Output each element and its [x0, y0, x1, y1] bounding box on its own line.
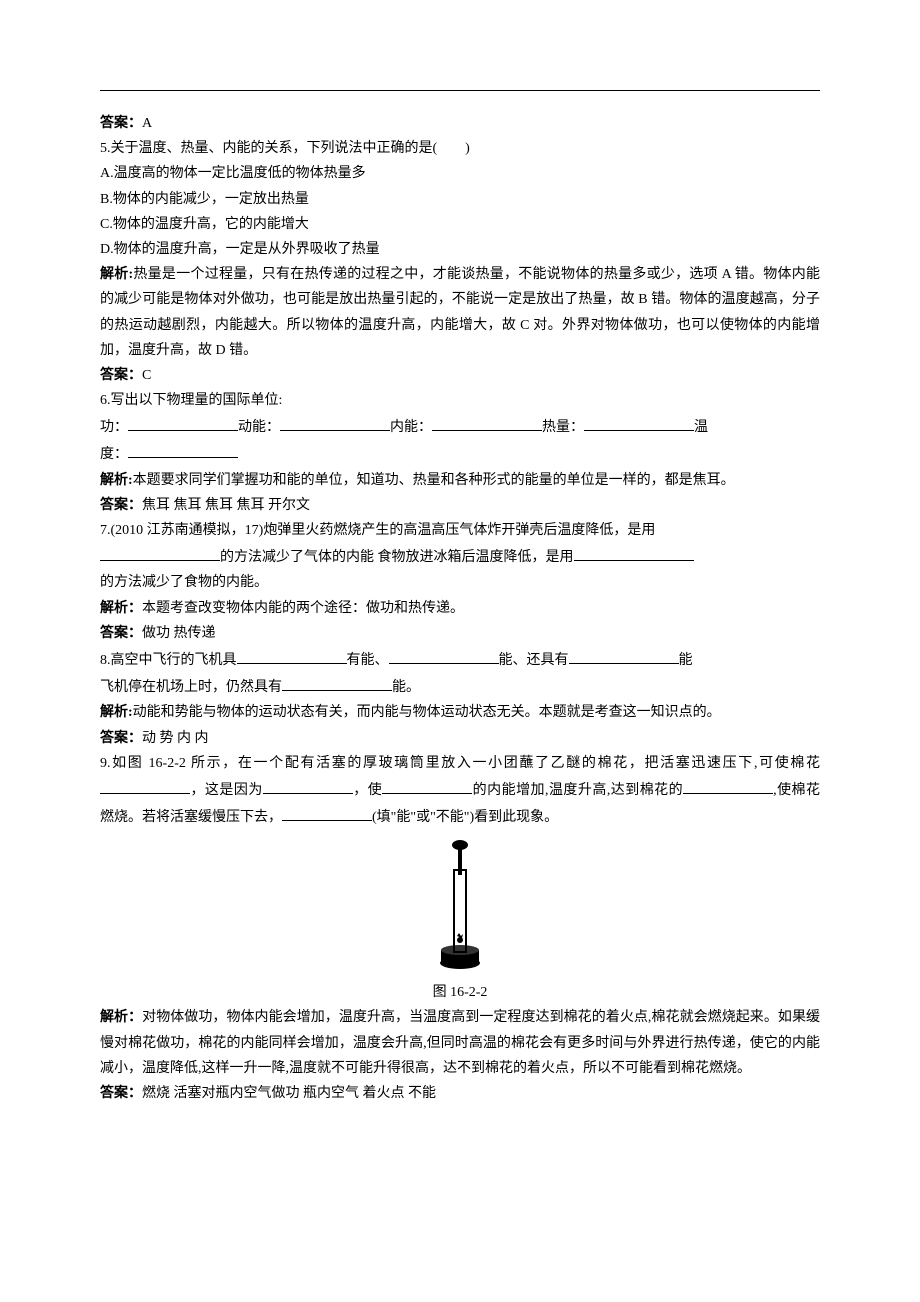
- q4-answer: 答案：A: [100, 111, 820, 136]
- q9-blank-4: [683, 776, 773, 794]
- q8-s6: 能。: [392, 680, 420, 695]
- q5-analysis-text: 热量是一个过程量，只有在热传递的过程之中，才能谈热量，不能说物体的热量多或少，选…: [100, 267, 820, 358]
- q8-stem-line2: 飞机停在机场上时，仍然具有 能。: [100, 673, 820, 700]
- q8-blank-4: [282, 673, 392, 691]
- q7-blank-2: [574, 543, 694, 561]
- q6-blank-1: [128, 413, 238, 431]
- q6-answer: 答案：焦耳 焦耳 焦耳 焦耳 开尔文: [100, 493, 820, 518]
- q7-analysis: 解析：本题考查改变物体内能的两个途径：做功和热传递。: [100, 596, 820, 621]
- q8-s1: 8.高空中飞行的飞机具: [100, 653, 237, 668]
- q8-stem-line1: 8.高空中飞行的飞机具 有能、 能、还具有 能: [100, 646, 820, 673]
- q7-answer-text: 做功 热传递: [142, 626, 216, 641]
- q8-s4: 能: [679, 653, 693, 668]
- q8-answer-text: 动 势 内 内: [142, 731, 209, 746]
- q5-answer-text: C: [142, 368, 151, 383]
- q7-stem-line3: 的方法减少了食物的内能。: [100, 570, 820, 595]
- q9-blank-5: [282, 803, 372, 821]
- q8-analysis-label: 解析:: [100, 705, 133, 720]
- q6-stem: 6.写出以下物理量的国际单位:: [100, 388, 820, 413]
- q9-blank-1: [100, 776, 190, 794]
- q8-s2: 有能、: [347, 653, 389, 668]
- q6-f3: 内能：: [390, 420, 432, 435]
- q5-analysis: 解析:热量是一个过程量，只有在热传递的过程之中，才能谈热量，不能说物体的热量多或…: [100, 262, 820, 363]
- q5-optC: C.物体的温度升高，它的内能增大: [100, 212, 820, 237]
- q9-stem: 9.如图 16-2-2 所示，在一个配有活塞的厚玻璃筒里放入一小团蘸了乙醚的棉花…: [100, 751, 820, 831]
- q6-blank-5: [128, 440, 238, 458]
- q6-fields-2: 度：: [100, 440, 820, 467]
- q7-blank-1: [100, 543, 220, 561]
- q7-analysis-label: 解析：: [100, 601, 142, 616]
- q9-analysis-text: 对物体做功，物体内能会增加，温度升高，当温度高到一定程度达到棉花的着火点,棉花就…: [100, 1010, 820, 1075]
- q8-blank-1: [237, 646, 347, 664]
- q8-blank-3: [569, 646, 679, 664]
- q8-answer-label: 答案：: [100, 731, 142, 746]
- q7-answer: 答案：做功 热传递: [100, 621, 820, 646]
- q6-blank-4: [584, 413, 694, 431]
- q9-s4: 的内能增加,温度升高,达到棉花的: [472, 783, 683, 798]
- q8-s5: 飞机停在机场上时，仍然具有: [100, 680, 282, 695]
- q7-stem-line1: 7.(2010 江苏南通模拟，17)炮弹里火药燃烧产生的高温高压气体炸开弹壳后温…: [100, 518, 820, 543]
- q9-analysis-label: 解析：: [100, 1010, 142, 1025]
- q6-f5-prefix: 温: [694, 420, 708, 435]
- q9-s3: ，使: [353, 783, 382, 798]
- q6-fields: 功： 动能： 内能： 热量： 温: [100, 413, 820, 440]
- q6-f1: 功：: [100, 420, 128, 435]
- q9-answer-text: 燃烧 活塞对瓶内空气做功 瓶内空气 着火点 不能: [142, 1086, 436, 1101]
- q9-s1: 9.如图 16-2-2 所示，在一个配有活塞的厚玻璃筒里放入一小团蘸了乙醚的棉花…: [100, 756, 820, 771]
- q8-answer: 答案：动 势 内 内: [100, 726, 820, 751]
- q6-analysis-text: 本题要求同学们掌握功和能的单位，知道功、热量和各种形式的能量的单位是一样的，都是…: [133, 473, 735, 488]
- q9-s6: (填"能"或"不能")看到此现象。: [372, 810, 558, 825]
- piston-apparatus-icon: [435, 840, 485, 970]
- q7-answer-label: 答案：: [100, 626, 142, 641]
- q6-analysis: 解析:本题要求同学们掌握功和能的单位，知道功、热量和各种形式的能量的单位是一样的…: [100, 468, 820, 493]
- q5-optD: D.物体的温度升高，一定是从外界吸收了热量: [100, 237, 820, 262]
- q7-stem-mid: 的方法减少了气体的内能 食物放进冰箱后温度降低，是用: [220, 550, 574, 565]
- q8-s3: 能、还具有: [499, 653, 569, 668]
- q7-stem-pre: 7.(2010 江苏南通模拟，17)炮弹里火药燃烧产生的高温高压气体炸开弹壳后温…: [100, 523, 655, 538]
- q5-optA: A.温度高的物体一定比温度低的物体热量多: [100, 161, 820, 186]
- q7-stem-end: 的方法减少了食物的内能。: [100, 575, 268, 590]
- q5-stem: 5.关于温度、热量、内能的关系，下列说法中正确的是( ): [100, 136, 820, 161]
- q4-answer-text: A: [142, 116, 152, 131]
- q8-analysis: 解析:动能和势能与物体的运动状态有关，而内能与物体运动状态无关。本题就是考查这一…: [100, 700, 820, 725]
- q6-f4: 热量：: [542, 420, 584, 435]
- q6-analysis-label: 解析:: [100, 473, 133, 488]
- q5-answer-label: 答案：: [100, 368, 142, 383]
- q7-analysis-text: 本题考查改变物体内能的两个途径：做功和热传递。: [142, 601, 464, 616]
- q6-f5-suffix: 度：: [100, 447, 128, 462]
- q6-answer-label: 答案：: [100, 498, 142, 513]
- q9-figure: [100, 840, 820, 970]
- q7-stem-line2: 的方法减少了气体的内能 食物放进冰箱后温度降低，是用: [100, 543, 820, 570]
- q6-blank-3: [432, 413, 542, 431]
- q9-s2: ，这是因为: [190, 783, 263, 798]
- q6-answer-text: 焦耳 焦耳 焦耳 焦耳 开尔文: [142, 498, 310, 513]
- q5-optB: B.物体的内能减少，一定放出热量: [100, 187, 820, 212]
- q5-answer: 答案：C: [100, 363, 820, 388]
- q6-f2: 动能：: [238, 420, 280, 435]
- q4-answer-label: 答案：: [100, 116, 142, 131]
- q5-analysis-label: 解析:: [100, 267, 133, 282]
- page-divider: [100, 90, 820, 91]
- q9-answer: 答案：燃烧 活塞对瓶内空气做功 瓶内空气 着火点 不能: [100, 1081, 820, 1106]
- q9-blank-3: [382, 776, 472, 794]
- q9-analysis: 解析：对物体做功，物体内能会增加，温度升高，当温度高到一定程度达到棉花的着火点,…: [100, 1005, 820, 1081]
- q9-blank-2: [263, 776, 353, 794]
- q9-figure-caption: 图 16-2-2: [100, 980, 820, 1005]
- q6-blank-2: [280, 413, 390, 431]
- q9-answer-label: 答案：: [100, 1086, 142, 1101]
- q8-blank-2: [389, 646, 499, 664]
- q8-analysis-text: 动能和势能与物体的运动状态有关，而内能与物体运动状态无关。本题就是考查这一知识点…: [133, 705, 721, 720]
